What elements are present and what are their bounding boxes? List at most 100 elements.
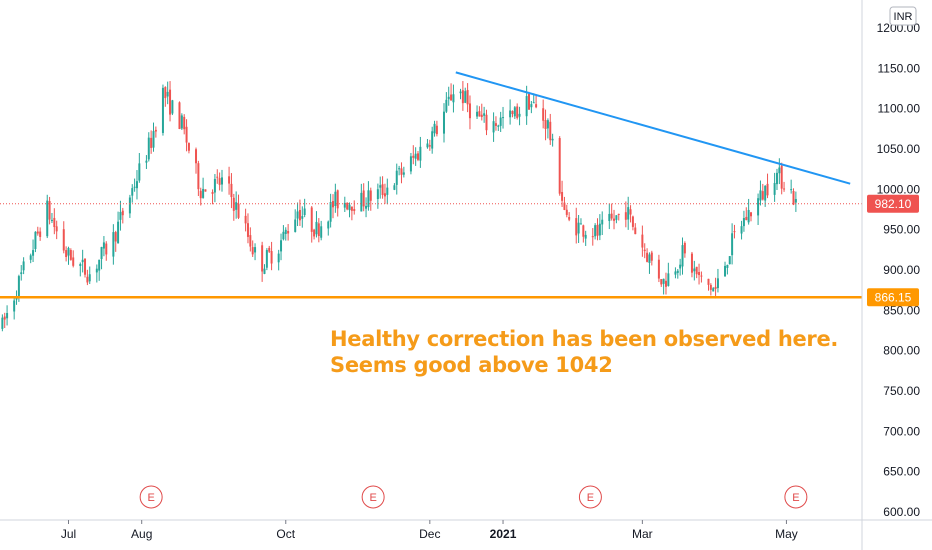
candle-body xyxy=(237,203,240,218)
candle xyxy=(178,101,181,130)
currency-badge[interactable]: INR xyxy=(889,6,917,26)
candle xyxy=(55,220,58,240)
candle xyxy=(693,260,696,281)
candle xyxy=(551,133,554,147)
earnings-marker[interactable]: E xyxy=(139,485,163,509)
candle xyxy=(662,278,665,295)
annotation-text: Healthy correction has been observed her… xyxy=(330,327,838,377)
candle-body xyxy=(350,206,353,211)
last-price-label-text: 982.10 xyxy=(875,197,912,211)
candle-body xyxy=(398,168,401,170)
price-labels: 982.10 866.15 xyxy=(867,194,919,307)
candle xyxy=(105,241,108,261)
candle xyxy=(237,194,240,220)
candle xyxy=(648,252,651,274)
candle xyxy=(709,283,712,296)
candle xyxy=(483,106,486,123)
candle xyxy=(497,124,500,131)
candle xyxy=(499,111,502,133)
candle xyxy=(161,84,164,136)
candle-body xyxy=(709,284,712,290)
earnings-marker-label: E xyxy=(369,492,376,504)
candle-body xyxy=(745,216,748,221)
candle-body xyxy=(750,212,753,217)
candle xyxy=(46,194,49,239)
candle-body xyxy=(783,188,786,190)
earnings-marker[interactable]: E xyxy=(361,485,385,509)
last-price-label: 982.10 xyxy=(867,194,919,213)
candle-body xyxy=(334,191,337,207)
candle-body xyxy=(131,188,134,196)
price-axis[interactable]: 1200.001150.001100.001050.001000.00950.0… xyxy=(861,0,920,550)
candle xyxy=(428,139,431,151)
candle xyxy=(230,173,233,209)
candle-body xyxy=(775,172,778,185)
candle-body xyxy=(303,208,306,216)
candle-body xyxy=(287,231,290,234)
candle xyxy=(195,147,198,174)
candle-body xyxy=(150,137,153,148)
candle xyxy=(596,218,599,241)
candle xyxy=(100,246,103,270)
candle xyxy=(154,126,157,138)
candle-body xyxy=(629,209,632,215)
candle-body xyxy=(601,219,604,225)
currency-label: INR xyxy=(894,11,913,23)
candle-body xyxy=(282,231,285,240)
earnings-marker[interactable]: E xyxy=(578,485,602,509)
candle-body xyxy=(594,225,597,237)
candle-body xyxy=(759,190,762,201)
x-tick-label: Aug xyxy=(131,527,152,541)
candle-body xyxy=(185,126,188,143)
candle xyxy=(598,214,601,241)
candle-body xyxy=(216,176,219,178)
candle xyxy=(414,147,417,166)
candle xyxy=(792,188,795,206)
candle-body xyxy=(516,106,519,118)
candle-body xyxy=(435,125,438,135)
candle-body xyxy=(674,271,677,275)
candle-body xyxy=(117,221,120,244)
drawings-layer xyxy=(0,71,862,299)
candle xyxy=(65,246,68,262)
candle-body xyxy=(154,129,157,132)
candle-body xyxy=(464,91,467,103)
candle xyxy=(624,201,627,228)
annotation-line: Healthy correction has been observed her… xyxy=(330,327,838,351)
candle xyxy=(544,109,547,141)
candle-body xyxy=(483,113,486,116)
candle xyxy=(317,218,320,243)
candle-body xyxy=(147,137,150,160)
candle xyxy=(334,183,337,213)
candle xyxy=(102,236,105,257)
candle xyxy=(22,257,25,275)
y-tick-label: 600.00 xyxy=(883,505,920,519)
candle xyxy=(133,178,136,192)
candle-body xyxy=(270,251,273,264)
candle xyxy=(62,221,65,254)
candle-body xyxy=(681,245,684,267)
candle-body xyxy=(565,209,568,215)
candle-body xyxy=(220,177,223,185)
candle-body xyxy=(336,190,339,209)
candle-body xyxy=(100,247,103,260)
candle-body xyxy=(461,90,464,104)
earnings-marker[interactable]: E xyxy=(784,485,808,509)
candle-body xyxy=(726,264,729,268)
candle-body xyxy=(466,90,469,105)
candle xyxy=(327,220,330,236)
candle xyxy=(213,174,216,203)
candle xyxy=(39,227,42,241)
candle-body xyxy=(648,254,651,263)
candle-body xyxy=(254,247,257,253)
candle xyxy=(558,136,561,196)
trendline[interactable] xyxy=(455,71,851,185)
candle-body xyxy=(695,266,698,275)
candle xyxy=(128,194,131,218)
candle-body xyxy=(32,250,35,256)
candle xyxy=(591,228,594,246)
candle-body xyxy=(591,236,594,238)
time-axis[interactable]: Jul Aug Oct Dec 2021 Mar May xyxy=(0,519,932,541)
candle xyxy=(29,253,32,264)
